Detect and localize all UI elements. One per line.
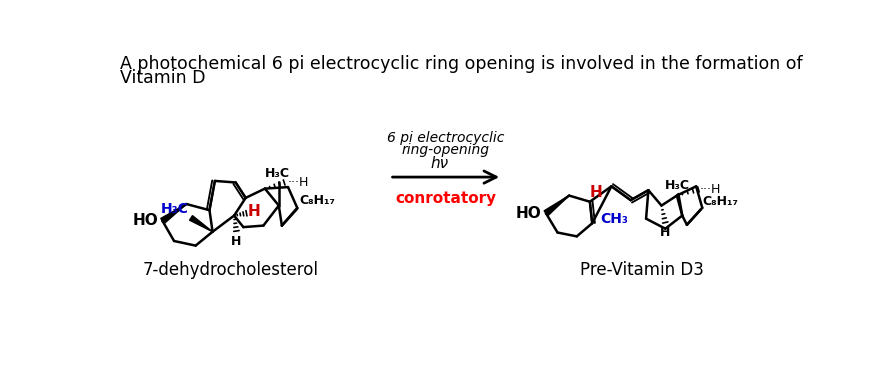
Text: H₃C: H₃C [264, 167, 289, 180]
Polygon shape [189, 216, 212, 232]
Text: H: H [231, 235, 242, 248]
Text: Vitamin D: Vitamin D [120, 69, 205, 87]
Text: C₈H₁₇: C₈H₁₇ [299, 194, 335, 207]
Text: C₈H₁₇: C₈H₁₇ [701, 195, 738, 208]
Text: ···H: ···H [288, 176, 309, 189]
Text: H: H [589, 185, 601, 200]
Text: 6 pi electrocyclic: 6 pi electrocyclic [387, 131, 504, 145]
Polygon shape [543, 196, 568, 216]
Text: Pre-Vitamin D3: Pre-Vitamin D3 [580, 261, 703, 279]
Text: CH₃: CH₃ [600, 212, 627, 226]
Text: ring-opening: ring-opening [401, 143, 489, 157]
Text: H₃C: H₃C [161, 202, 189, 216]
Text: hν: hν [430, 156, 448, 171]
Text: HO: HO [515, 206, 541, 221]
Polygon shape [161, 204, 186, 224]
Text: conrotatory: conrotatory [395, 191, 496, 206]
Text: A photochemical 6 pi electrocyclic ring opening is involved in the formation of: A photochemical 6 pi electrocyclic ring … [120, 55, 802, 73]
Text: 7-dehydrocholesterol: 7-dehydrocholesterol [143, 261, 318, 279]
Text: H₃C: H₃C [664, 179, 688, 192]
Text: H: H [660, 225, 670, 238]
Text: H: H [248, 204, 261, 219]
Text: HO: HO [132, 214, 157, 228]
Text: ···H: ···H [700, 183, 720, 196]
